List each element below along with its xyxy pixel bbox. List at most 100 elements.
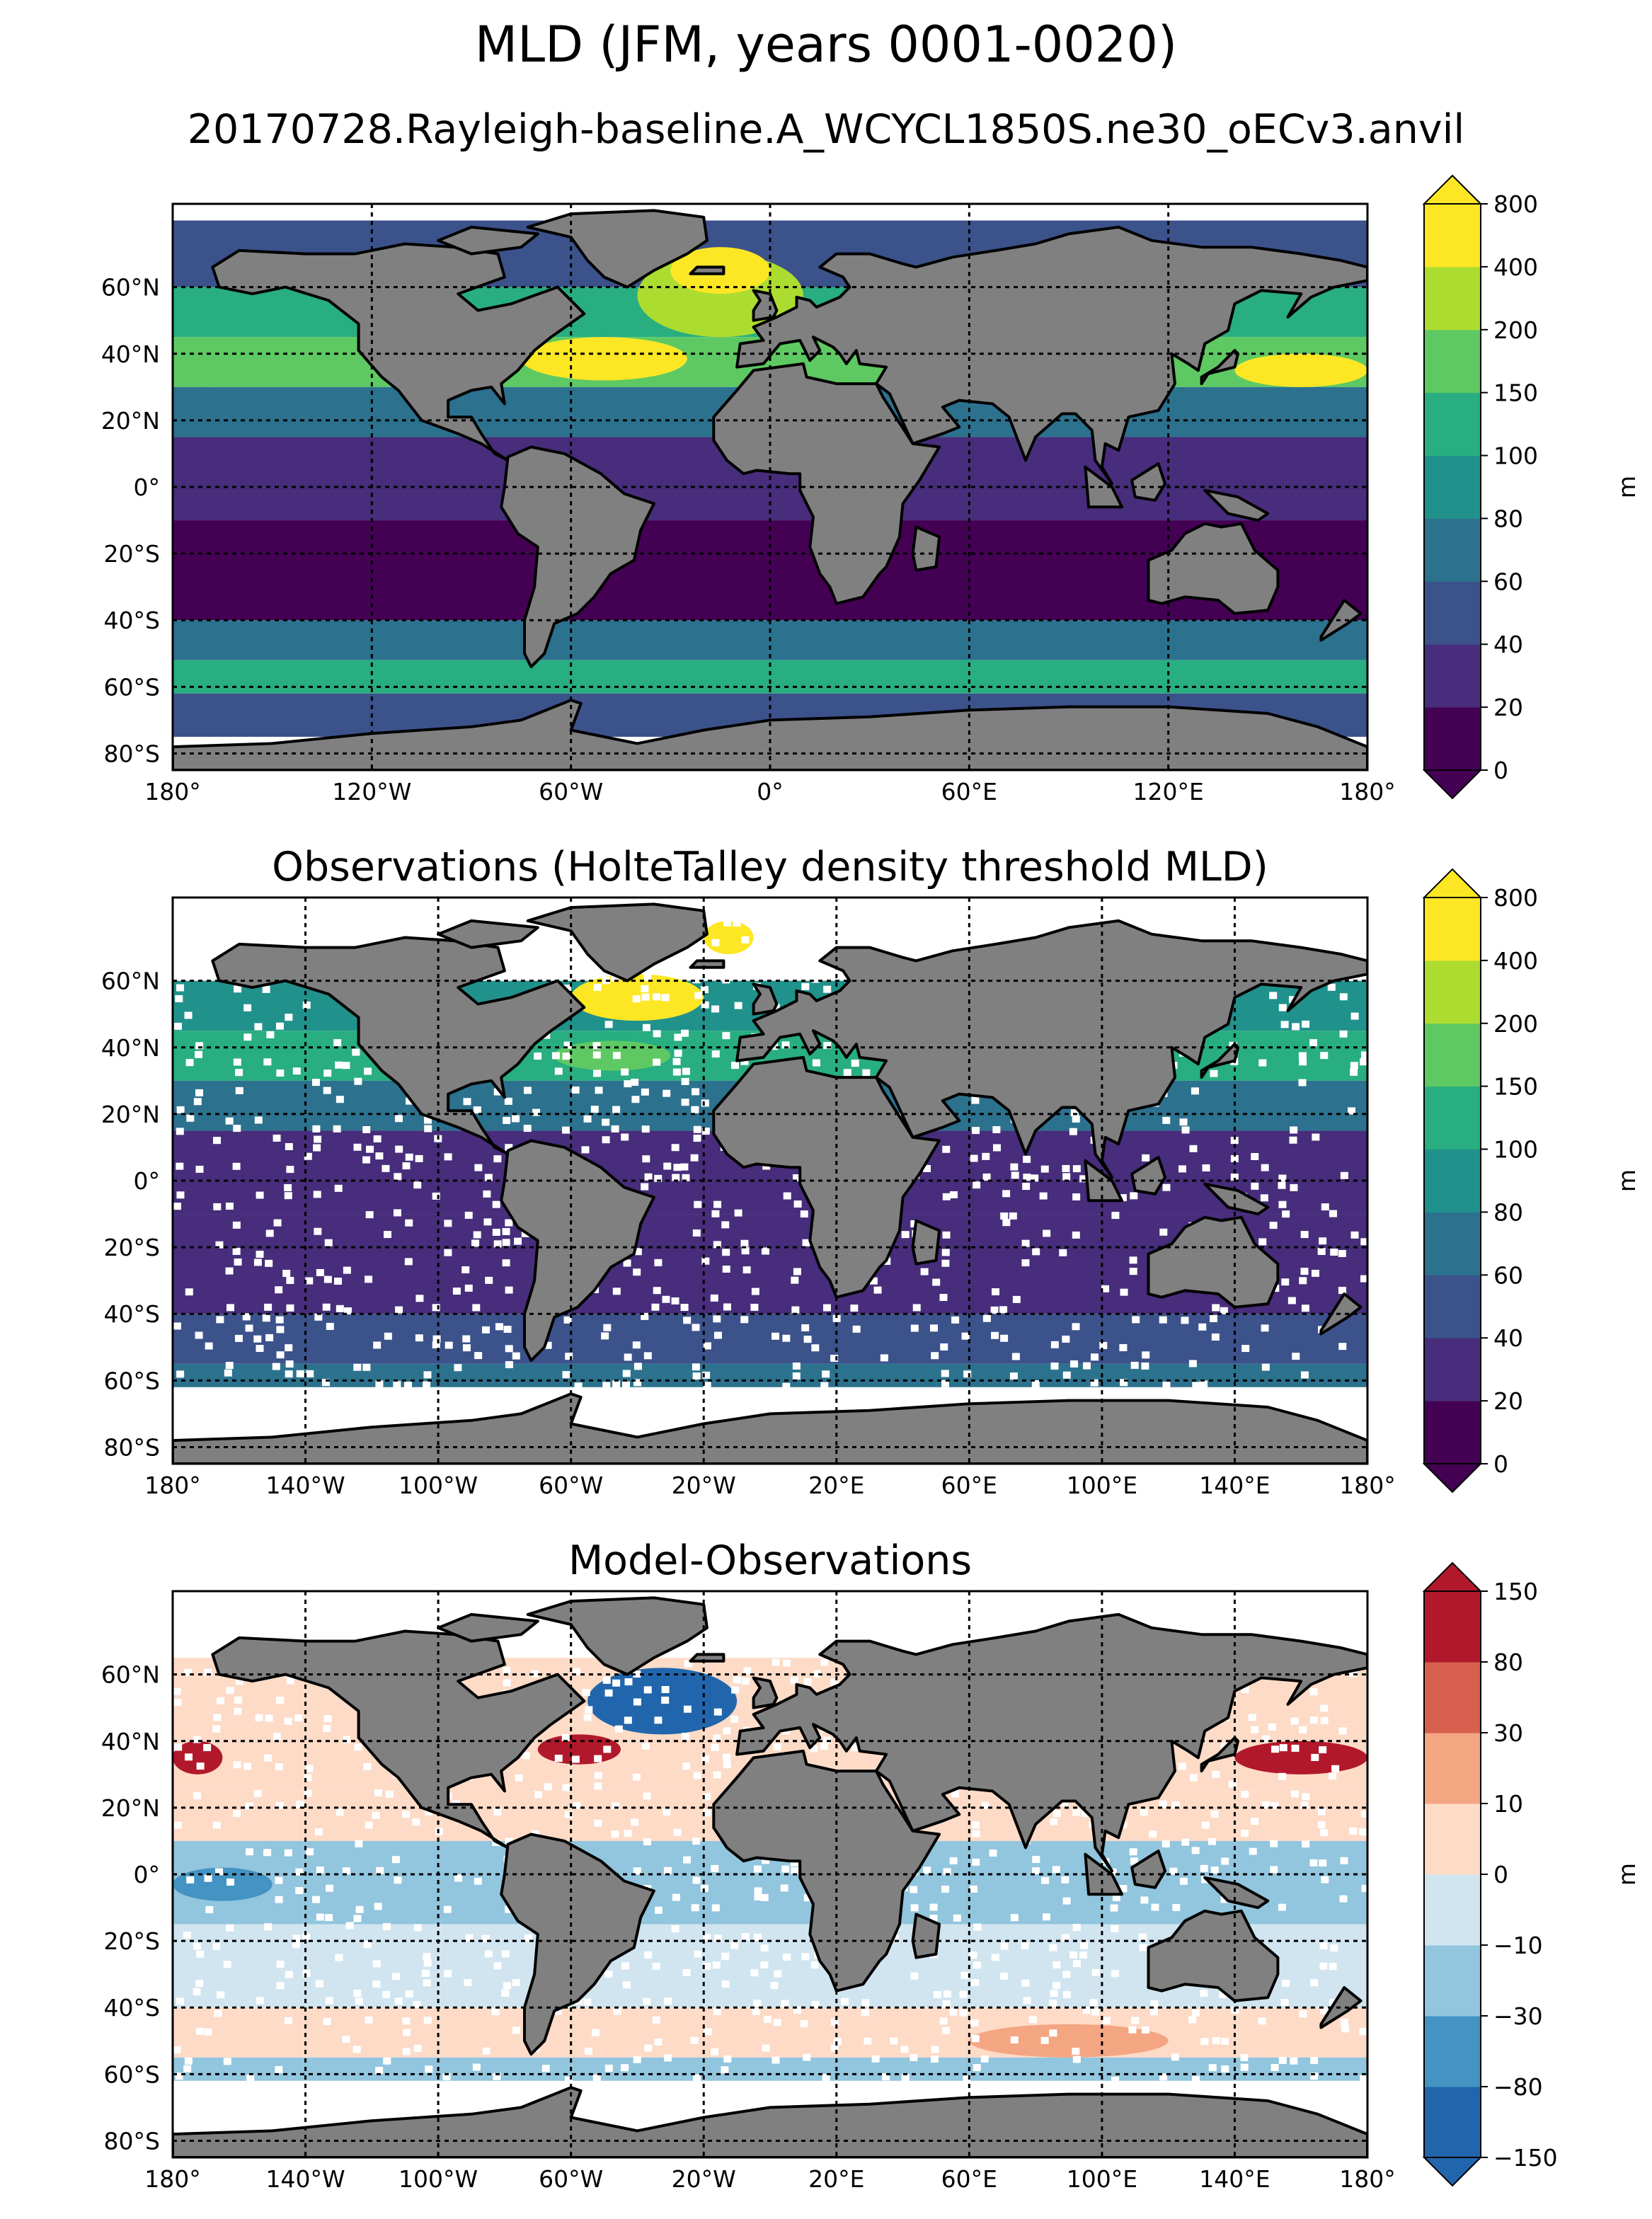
colorbar-segment	[1424, 1212, 1481, 1275]
colorbar-extend-max	[1422, 868, 1483, 898]
colorbar-tick-label: 200	[1493, 1010, 1538, 1038]
panel-title: Model-Observations	[568, 1537, 972, 1584]
y-tick-label: 0°	[134, 1861, 161, 1888]
colorbar-extend-max	[1422, 1561, 1483, 1592]
colorbar-tick-label: 150	[1493, 1578, 1538, 1605]
figure-title: MLD (JFM, years 0001-0020)	[474, 16, 1178, 74]
x-tick-label: 180°	[144, 1472, 201, 1499]
colorbar-segment	[1424, 1401, 1481, 1464]
colorbar-segment	[1424, 898, 1481, 961]
y-tick-label: 60°S	[104, 673, 160, 701]
colorbar-tick-label: 20	[1493, 694, 1523, 721]
colorbar-extend-max	[1422, 174, 1483, 205]
colorbar-segment	[1424, 392, 1481, 457]
x-tick-label: 20°E	[808, 2165, 864, 2193]
colorbar-segment	[1424, 707, 1481, 771]
colorbar-tick-label: 80	[1493, 1649, 1523, 1676]
colorbar-tick-label: 800	[1493, 884, 1538, 912]
x-tick-label: 140°W	[265, 1472, 345, 1499]
colorbar-tick-label: 200	[1493, 316, 1538, 344]
x-tick-label: 20°E	[808, 1472, 864, 1499]
difference-map-panel: 180° 140°W 100°W 60°W 20°W 20°E 60°E 100°E 140°E…	[101, 1537, 1641, 2193]
y-tick-label: 20°S	[104, 540, 160, 568]
colorbar-segment	[1424, 1804, 1481, 1875]
y-tick-label: 20°S	[104, 1234, 160, 1261]
data-feature	[969, 2024, 1169, 2058]
colorbar-segment	[1424, 204, 1481, 268]
colorbar-segment	[1424, 1086, 1481, 1150]
y-tick-label: 20°N	[101, 407, 160, 435]
colorbar-segment	[1424, 1023, 1481, 1087]
y-tick-label: 40°S	[104, 1994, 160, 2022]
colorbar-tick-label: −150	[1493, 2144, 1558, 2172]
y-tick-label: 80°S	[104, 1433, 160, 1461]
colorbar-segment	[1424, 1662, 1481, 1733]
colorbar-segment	[1424, 1591, 1481, 1663]
colorbar-segment	[1424, 1945, 1481, 2017]
data-feature	[173, 1867, 273, 1901]
colorbar-tick-label: 40	[1493, 631, 1523, 658]
colorbar-segment	[1424, 329, 1481, 394]
colorbar-tick-label: 400	[1493, 947, 1538, 975]
colorbar-tick-label: 30	[1493, 1719, 1523, 1747]
colorbar-tick-label: 0	[1493, 757, 1508, 784]
y-tick-label: 20°N	[101, 1101, 160, 1128]
y-tick-label: 80°S	[104, 2127, 160, 2155]
figure-subtitle: 20170728.Rayleigh-baseline.A_WCYCL1850S.…	[187, 106, 1465, 153]
y-tick-label: 40°N	[101, 1728, 160, 1755]
colorbar-tick-label: 0	[1493, 1450, 1508, 1478]
colorbar-tick-label: 400	[1493, 253, 1538, 281]
x-tick-label: 100°W	[398, 2165, 478, 2193]
x-tick-label: 20°W	[672, 1472, 736, 1499]
colorbar-tick-label: 80	[1493, 1198, 1523, 1226]
x-tick-label: 180°	[144, 778, 201, 805]
colorbar-tick-label: 0	[1493, 1861, 1508, 1888]
x-tick-label: 140°E	[1199, 2165, 1270, 2193]
colorbar-tick-label: 100	[1493, 1136, 1538, 1164]
colorbar-segment	[1424, 1874, 1481, 1946]
y-tick-label: 60°S	[104, 1367, 160, 1394]
colorbar-tick-label: 40	[1493, 1324, 1523, 1352]
y-tick-label: 0°	[134, 1167, 161, 1195]
x-tick-label: 100°E	[1067, 1472, 1137, 1499]
data-band	[173, 1363, 1367, 1391]
colorbar: 0 20 40 60 80 100 150 200 400 800 m	[1422, 868, 1641, 1493]
colorbar-tick-label: 10	[1493, 1790, 1523, 1818]
y-tick-label: 60°N	[101, 1661, 160, 1689]
colorbar-segment	[1424, 644, 1481, 708]
x-tick-label: 180°	[1339, 1472, 1396, 1499]
x-tick-label: 180°	[1339, 2165, 1396, 2193]
panel-title: Observations (HolteTalley density thresh…	[272, 844, 1268, 890]
y-tick-label: 20°N	[101, 1794, 160, 1822]
colorbar-segment	[1424, 518, 1481, 582]
colorbar-segment	[1424, 266, 1481, 331]
y-tick-label: 60°N	[101, 968, 160, 995]
colorbar-extend-min	[1422, 769, 1483, 800]
x-tick-label: 120°W	[332, 778, 411, 805]
colorbar-tick-label: −30	[1493, 2002, 1543, 2030]
x-tick-label: 60°W	[539, 778, 603, 805]
map-frame	[171, 896, 1369, 1465]
x-tick-label: 180°	[1339, 778, 1396, 805]
map-frame	[171, 1590, 1369, 2159]
x-tick-label: 180°	[144, 2165, 201, 2193]
colorbar-tick-label: 60	[1493, 1261, 1523, 1289]
y-tick-label: 20°S	[104, 1927, 160, 1955]
colorbar-extend-min	[1422, 1463, 1483, 1493]
observations-map-panel: 180° 140°W 100°W 60°W 20°W 20°E 60°E 100°E 140°E…	[101, 844, 1641, 1499]
colorbar-tick-label: 150	[1493, 1073, 1538, 1101]
graticule	[171, 204, 1369, 770]
x-tick-label: 120°E	[1132, 778, 1203, 805]
y-tick-label: 40°S	[104, 1300, 160, 1328]
colorbar-segment	[1424, 1149, 1481, 1212]
colorbar-extend-min	[1422, 2157, 1483, 2187]
colorbar-segment	[1424, 455, 1481, 519]
x-tick-label: 0°	[757, 778, 784, 805]
y-tick-label: 40°N	[101, 340, 160, 368]
x-tick-label: 60°E	[941, 2165, 997, 2193]
model-map-panel: 180° 120°W 60°W 0° 60°E 120°E 180° 60°N 40°N 20°N…	[101, 174, 1641, 805]
colorbar-segment	[1424, 2016, 1481, 2087]
colorbar-segment	[1424, 1338, 1481, 1401]
colorbar-tick-label: 20	[1493, 1387, 1523, 1415]
